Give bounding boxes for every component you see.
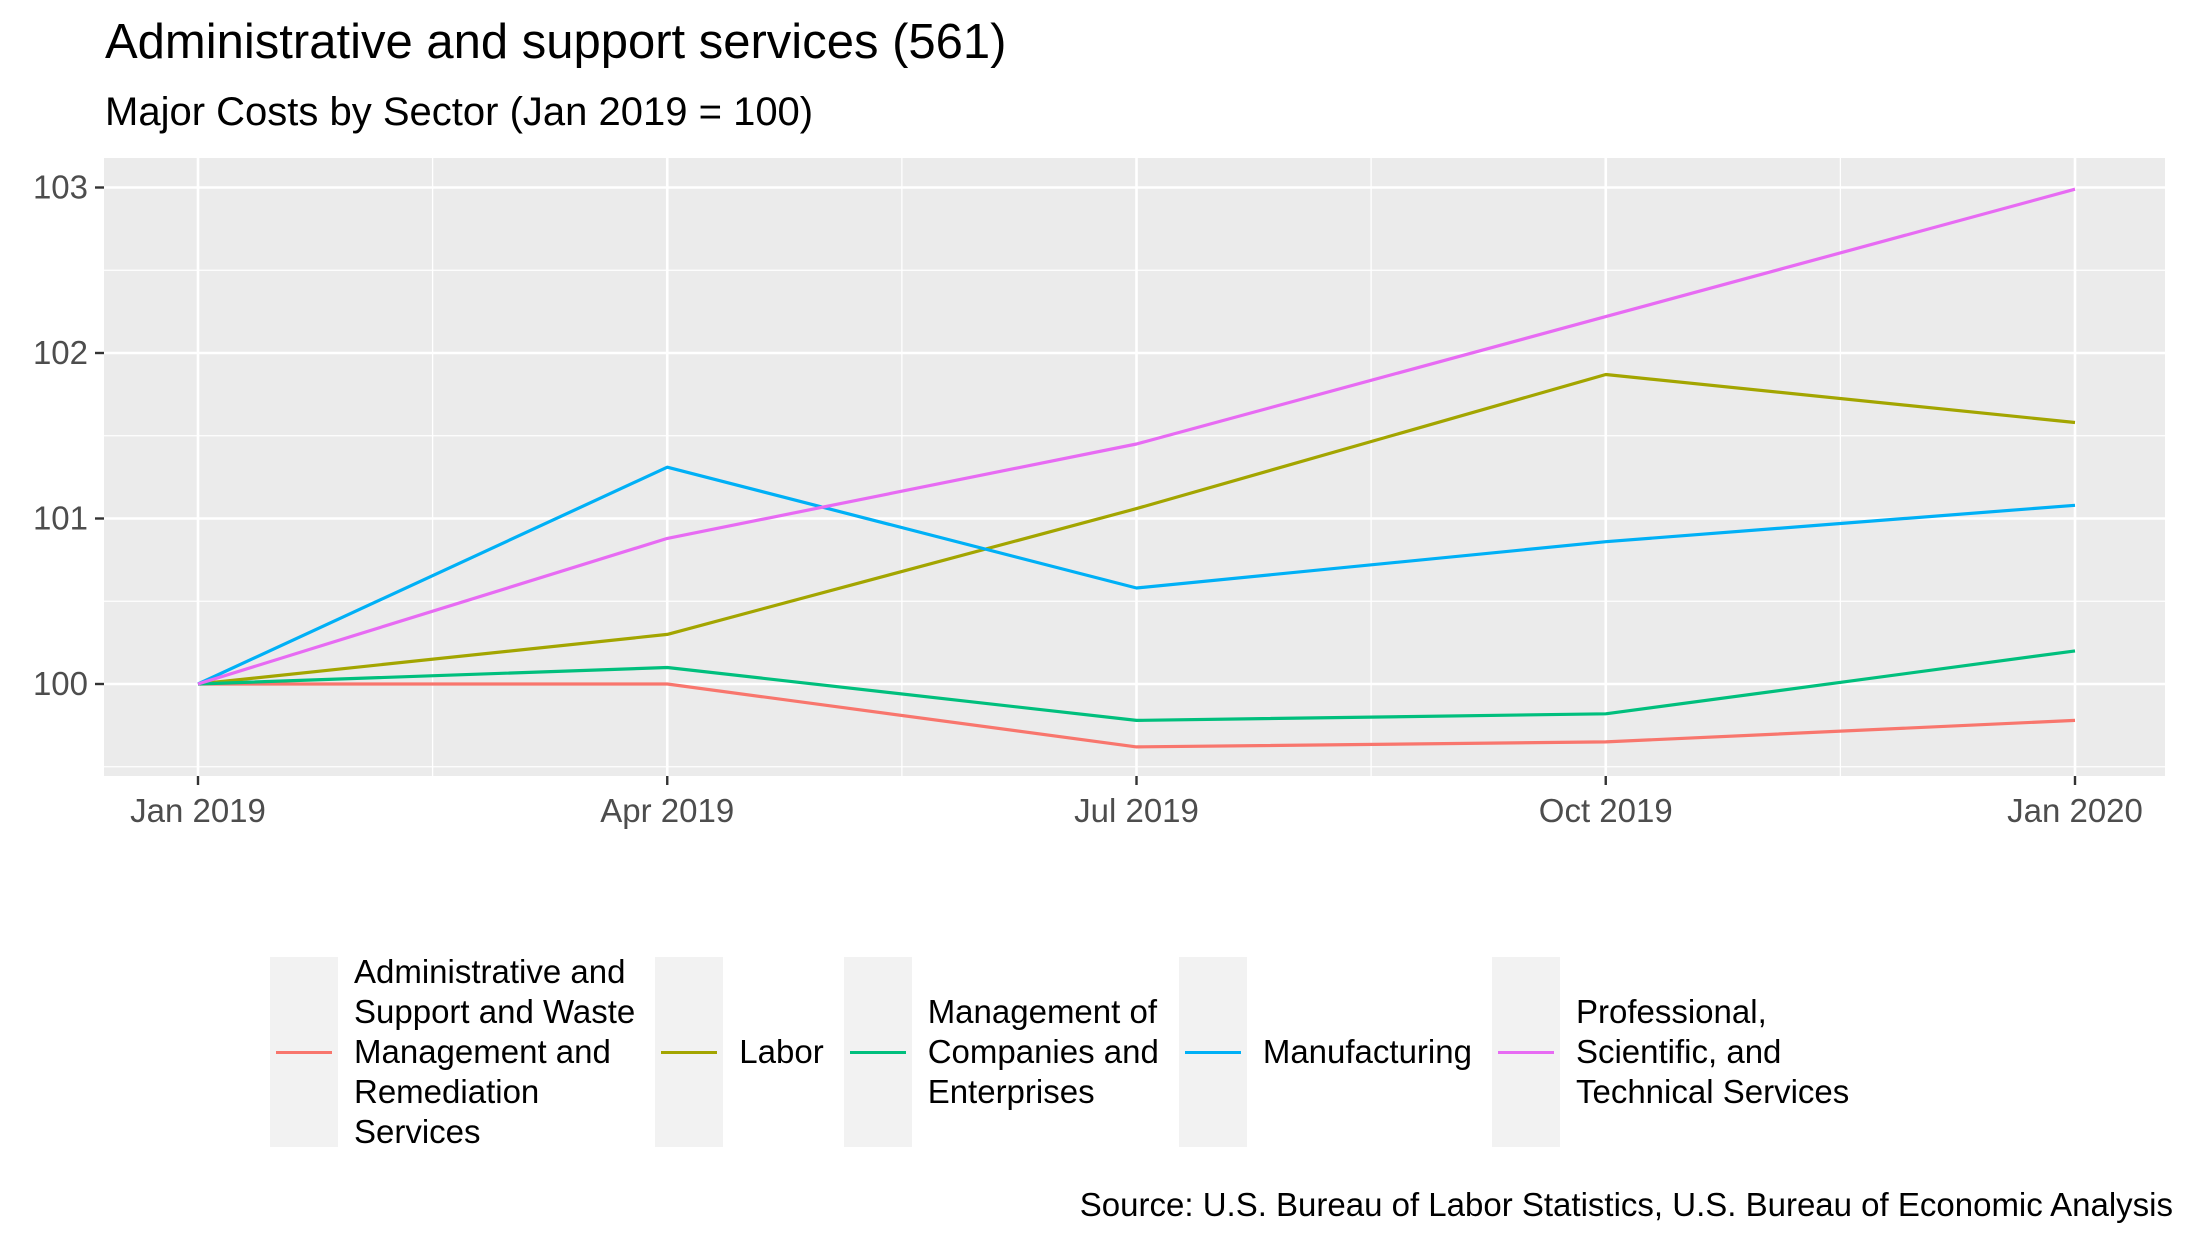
- legend-label-line: Remediation: [354, 1073, 540, 1110]
- x-tick-label: Jan 2019: [130, 792, 266, 829]
- series-line-3: [197, 649, 2076, 723]
- chart-subtitle: Major Costs by Sector (Jan 2019 = 100): [105, 90, 814, 134]
- series-line-2: [197, 372, 2076, 686]
- legend-item: Administrative and Support and Waste Manag…: [270, 952, 655, 1152]
- legend-label: Administrative and Support and Waste Manag…: [354, 952, 635, 1152]
- series-line-5: [197, 187, 2076, 686]
- legend-label-line: Technical Services: [1575, 1073, 1850, 1110]
- axis-ticks: [95, 186, 2077, 785]
- legend-label-line: Enterprises: [927, 1073, 1095, 1110]
- legend-label-line: Professional,: [1575, 993, 1767, 1030]
- legend-label-line: Scientific, and: [1575, 1033, 1782, 1070]
- legend-key-line: [661, 1051, 718, 1054]
- plot-panel: [104, 158, 2165, 776]
- y-tick-label: 103: [33, 169, 88, 206]
- legend-label: Management of Companies and Enterprises: [928, 992, 1159, 1112]
- y-tick-label: 100: [33, 665, 88, 702]
- series-lines: [197, 187, 2076, 749]
- legend-key: [843, 957, 912, 1147]
- legend-key-line: [276, 1051, 332, 1054]
- legend-key-line: [1184, 1051, 1241, 1054]
- legend-label-line: Support and Waste: [354, 993, 636, 1030]
- source-note: Source: U.S. Bureau of Labor Statistics,…: [1079, 1186, 2173, 1223]
- legend-key-line: [1497, 1051, 1554, 1054]
- chart-title: Administrative and support services (561…: [105, 15, 1007, 69]
- y-tick-label: 101: [33, 500, 88, 537]
- x-axis-tick-labels: Jan 2019 Apr 2019 Jul 2019 Oct 2019 Jan 2020: [130, 792, 2143, 829]
- legend-label: Professional, Scientific, and Technical Se…: [1576, 992, 1849, 1112]
- major-gridlines: [104, 158, 2165, 776]
- legend-item: Professional, Scientific, and Technical Se…: [1491, 957, 1869, 1147]
- minor-gridlines: [104, 158, 2165, 776]
- x-tick-label: Apr 2019: [600, 792, 734, 829]
- legend-label: Labor: [739, 1032, 823, 1072]
- legend: Administrative and Support and Waste Manag…: [270, 952, 1869, 1152]
- legend-label-line: Management of: [927, 993, 1157, 1030]
- series-line-4: [197, 465, 2076, 686]
- legend-label-line: Administrative and: [354, 953, 626, 990]
- legend-key-line: [849, 1051, 906, 1054]
- legend-label-line: Manufacturing: [1262, 1033, 1472, 1070]
- legend-label-line: Companies and: [927, 1033, 1159, 1070]
- x-tick-label: Jul 2019: [1074, 792, 1199, 829]
- series-line-1: [198, 682, 2076, 749]
- legend-key: [1178, 957, 1247, 1147]
- legend-label-line: Labor: [739, 1033, 824, 1070]
- x-tick-label: Jan 2020: [2007, 792, 2143, 829]
- y-tick-label: 102: [33, 334, 88, 371]
- legend-label: Manufacturing: [1263, 1032, 1472, 1072]
- legend-item: Labor: [655, 957, 843, 1147]
- legend-key: [1491, 957, 1560, 1147]
- y-axis-tick-labels: 100 101 102 103: [33, 169, 88, 703]
- legend-label-line: Management and: [354, 1033, 611, 1070]
- legend-label-line: Services: [354, 1113, 481, 1150]
- legend-key: [655, 957, 724, 1147]
- legend-item: Manufacturing: [1178, 957, 1492, 1147]
- x-tick-label: Oct 2019: [1539, 792, 1673, 829]
- legend-item: Management of Companies and Enterprises: [843, 957, 1179, 1147]
- legend-key: [270, 957, 338, 1147]
